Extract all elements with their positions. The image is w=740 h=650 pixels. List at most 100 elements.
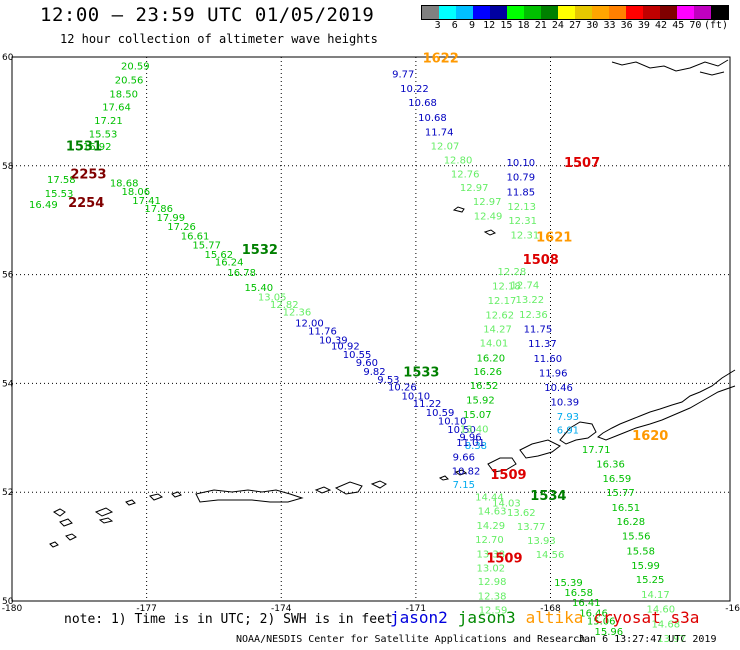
wave-height-value: 16.52 [470, 381, 499, 392]
wave-height-value: 12.76 [451, 169, 480, 180]
wave-height-value: 15.77 [192, 241, 221, 252]
wave-height-value: 14.17 [641, 590, 670, 601]
wave-height-value: 10.10 [507, 158, 536, 169]
wave-height-value: 10.10 [402, 391, 431, 402]
wave-height-value: 12.28 [498, 267, 527, 278]
wave-height-value: 17.86 [144, 204, 173, 215]
color-scale-label: 27 [569, 20, 582, 31]
color-swatch [592, 6, 609, 19]
color-scale-label: (ft) [704, 20, 729, 31]
wave-height-value: 12.36 [283, 308, 312, 319]
wave-height-value: 12.36 [519, 310, 548, 321]
altimeter-tracks: 20.5920.5618.5017.6417.2115.5316.9217.58… [29, 62, 686, 645]
satellite-legend: jason2 jason3 altika cryosat s3a [390, 608, 709, 627]
wave-height-value: 20.59 [121, 62, 150, 73]
wave-height-value: 12.18 [492, 281, 521, 292]
color-scale-label: 24 [551, 20, 564, 31]
pass-time-label: 2254 [68, 196, 104, 211]
color-swatch [711, 6, 728, 19]
wave-height-value: 17.26 [167, 222, 196, 233]
legend-entry: jason3 [457, 608, 516, 627]
color-swatch [541, 6, 558, 19]
wave-height-value: 13.05 [258, 292, 287, 303]
wave-height-value: 11.85 [507, 187, 536, 198]
color-swatch [660, 6, 677, 19]
color-scale-label: 42 [655, 20, 668, 31]
footer-note: note: 1) Time is in UTC; 2) SWH is in fe… [64, 612, 393, 627]
pass-time-label: 1507 [564, 156, 600, 171]
wave-height-value: 12.97 [473, 197, 502, 208]
wave-height-value: 14.01 [480, 339, 509, 350]
wave-height-value: 13.40 [460, 425, 489, 436]
satellite-pass-1534: 13.62 13.77 13.93 14.56 15.3916.5816.4116.46… [507, 508, 623, 638]
axis-labels: 60 58 56 54 52 50-180 -177 -174 -171 -168 -16 [2, 53, 740, 614]
color-scale-label: 33 [603, 20, 616, 31]
wave-height-value: 16.58 [564, 588, 593, 599]
wave-height-value: 9.53 [377, 375, 399, 386]
wave-height-value: 16.49 [29, 200, 58, 211]
pass-time-label: 1532 [242, 243, 278, 258]
wave-height-value: 10.26 [388, 383, 417, 394]
wave-height-value: 7.93 [557, 412, 579, 423]
wave-height-value: 16.36 [596, 459, 625, 470]
wave-height-value: 9.82 [363, 367, 385, 378]
wave-height-value: 16.61 [181, 231, 210, 242]
wave-height-value: 15.39 [554, 578, 583, 589]
graticule [12, 57, 730, 601]
wave-height-value: 12.13 [507, 202, 536, 213]
color-scale-label: 3 [434, 20, 441, 31]
wave-height-value: 12.97 [460, 183, 489, 194]
alaska-peninsula [597, 369, 736, 441]
wave-height-value: 15.07 [463, 410, 492, 421]
wave-height-value: 15.62 [205, 250, 234, 261]
wave-height-value: 12.31 [508, 216, 537, 227]
lon-tick-label: -171 [406, 604, 426, 614]
wave-height-value: 14.03 [492, 499, 521, 510]
color-scale-label: 18 [517, 20, 530, 31]
wave-height-value: 13.22 [515, 295, 544, 306]
wave-height-value: 10.55 [343, 350, 372, 361]
wave-height-value: 16.28 [616, 517, 645, 528]
pass-time-label: 1533 [403, 365, 439, 380]
pass-time-label: 1531 [66, 140, 102, 155]
color-scale-label: 6 [451, 20, 458, 31]
color-swatch [456, 6, 473, 19]
wave-height-value: 12.80 [444, 155, 473, 166]
wave-height-value: 18.50 [109, 89, 138, 100]
wave-height-value: 15.96 [594, 627, 623, 638]
islands-of-four-mountains [438, 469, 468, 481]
coastline [49, 59, 736, 548]
unimak-island [559, 421, 597, 445]
lon-tick-label: -16 [725, 604, 740, 614]
color-scale-label: 12 [483, 20, 496, 31]
wave-height-value: 14.60 [647, 605, 676, 616]
wave-height-value: 12.62 [485, 310, 514, 321]
page-title: 12:00 — 23:59 UTC 01/05/2019 [40, 4, 375, 26]
wave-height-value: 9.60 [356, 358, 378, 369]
wave-height-value: 14.63 [478, 507, 507, 518]
wave-height-value: 14.68 [651, 619, 680, 630]
lon-tick-label: -180 [2, 604, 23, 614]
wave-height-value: 14.44 [475, 493, 504, 504]
wave-height-value: 10.82 [452, 466, 481, 477]
wave-height-value: 10.50 [447, 425, 476, 436]
color-swatch [694, 6, 711, 19]
wave-height-value: 15.77 [606, 488, 635, 499]
wave-height-value: 16.41 [572, 598, 601, 609]
wave-height-value: 11.60 [533, 354, 562, 365]
wave-height-value: 16.51 [612, 503, 641, 514]
wave-height-value: 11.96 [539, 369, 568, 380]
pribilof-islands [452, 206, 497, 236]
pass-time-label: 1509 [486, 551, 522, 566]
color-swatch [473, 6, 490, 19]
pass-time-label: 1620 [632, 429, 668, 444]
wave-height-value: 11.75 [524, 324, 553, 335]
color-scale-legend: 3 6 9 12 15 18 21 24 27 30 33 36 39 42 45 70 (ft) [421, 5, 729, 31]
wave-height-value: 18.68 [110, 179, 139, 190]
lat-tick-label: 54 [2, 379, 14, 389]
wave-height-value: 11.74 [425, 128, 454, 139]
wave-height-value: 11.01 [456, 438, 485, 449]
wave-height-value: 10.46 [544, 383, 573, 394]
